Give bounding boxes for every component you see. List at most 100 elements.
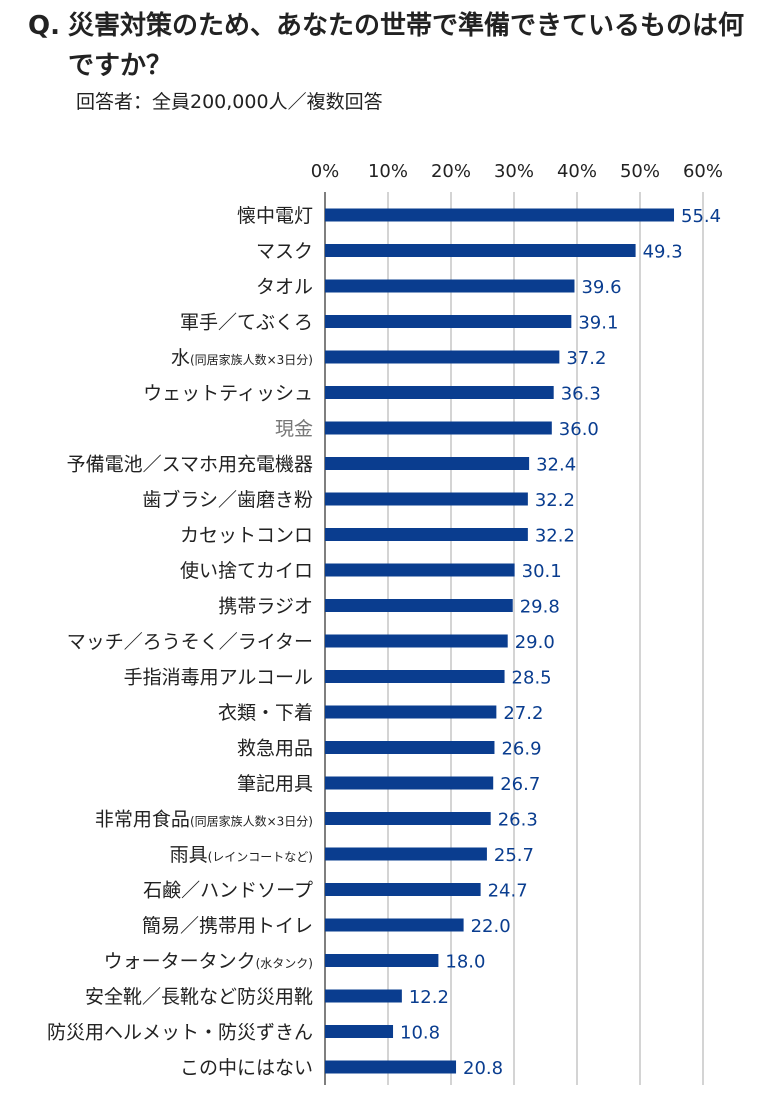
bar — [325, 599, 513, 612]
category-label-main: 石鹸／ハンドソープ — [143, 880, 313, 902]
bar — [325, 1025, 394, 1038]
category-label-note: (同居家族人数×3日分) — [190, 352, 313, 367]
category-label-main: 歯ブラシ／歯磨き粉 — [142, 488, 313, 511]
category-label-main: 筆記用具 — [237, 773, 313, 795]
bar — [325, 492, 528, 506]
category-label: ウェットティッシュ — [143, 383, 313, 405]
category-label: 使い捨てカイロ — [180, 560, 313, 582]
category-label: 安全靴／長靴など防災用靴 — [85, 986, 313, 1008]
category-label: この中にはない — [180, 1057, 313, 1079]
category-label: 衣類・下着 — [218, 702, 313, 724]
value-label: 26.3 — [498, 810, 538, 831]
value-label: 39.6 — [581, 277, 621, 298]
bar — [325, 457, 530, 470]
bar — [325, 421, 552, 435]
bar — [325, 1060, 457, 1074]
bar — [325, 954, 439, 967]
category-label: 予備電池／スマホ用充電機器 — [67, 454, 313, 476]
bar — [325, 670, 505, 683]
category-label-main: 防災用ヘルメット・防災ずきん — [47, 1022, 313, 1044]
bar — [325, 741, 495, 754]
category-label: 水(同居家族人数×3日分) — [171, 347, 313, 369]
value-label: 22.0 — [471, 916, 511, 937]
category-label: 懐中電灯 — [237, 205, 313, 227]
category-label-main: この中にはない — [180, 1057, 313, 1079]
value-label: 32.2 — [535, 526, 575, 547]
x-tick-label: 30% — [494, 161, 534, 182]
category-label-main: 手指消毒用アルコール — [124, 667, 313, 689]
x-tick-label: 50% — [620, 161, 660, 182]
category-label-main: 使い捨てカイロ — [180, 560, 313, 582]
category-label: ウォータータンク(水タンク) — [104, 951, 313, 973]
value-label: 36.3 — [561, 384, 601, 405]
bar — [325, 883, 481, 896]
category-label: タオル — [256, 276, 313, 298]
category-label-main: ウォータータンク — [104, 951, 256, 973]
category-label-main: 衣類・下着 — [218, 702, 313, 724]
category-label-main: 雨具 — [170, 844, 208, 866]
bar — [325, 776, 494, 790]
category-label-main: 簡易／携帯用トイレ — [142, 915, 313, 937]
value-label: 27.2 — [503, 703, 543, 724]
bar — [325, 634, 508, 648]
category-label: 簡易／携帯用トイレ — [142, 915, 313, 937]
category-label: 筆記用具 — [237, 773, 313, 795]
value-label: 28.5 — [512, 668, 552, 689]
category-label: マッチ／ろうそく／ライター — [67, 631, 313, 653]
category-label-note: (水タンク) — [256, 957, 313, 971]
category-label: マスク — [256, 241, 313, 263]
category-label: カセットコンロ — [180, 525, 313, 547]
bar — [325, 208, 675, 222]
category-label-main: マッチ／ろうそく／ライター — [67, 631, 313, 653]
category-label: 非常用食品(同居家族人数×3日分) — [95, 809, 313, 831]
bar — [325, 847, 487, 861]
value-label: 49.3 — [643, 242, 683, 263]
value-label: 32.4 — [536, 455, 576, 476]
value-label: 26.7 — [500, 774, 540, 795]
category-label: 歯ブラシ／歯磨き粉 — [142, 488, 313, 511]
value-label: 20.8 — [463, 1058, 503, 1079]
value-label: 39.1 — [578, 313, 618, 334]
bar — [325, 386, 554, 399]
category-label-main: ウェットティッシュ — [143, 383, 313, 405]
category-label-main: マスク — [256, 241, 313, 263]
category-label-main: 水 — [171, 347, 190, 369]
category-label: 手指消毒用アルコール — [124, 667, 313, 689]
category-label-main: タオル — [256, 276, 313, 298]
bar — [325, 812, 491, 825]
value-label: 10.8 — [400, 1023, 440, 1044]
category-label: 防災用ヘルメット・防災ずきん — [47, 1022, 313, 1044]
category-label-note: (レインコートなど) — [208, 850, 313, 864]
category-label-main: 救急用品 — [237, 738, 313, 760]
bar — [325, 705, 497, 719]
value-label: 24.7 — [488, 881, 528, 902]
category-label: 携帯ラジオ — [218, 596, 313, 618]
category-label-main: 携帯ラジオ — [218, 596, 313, 618]
value-label: 37.2 — [566, 348, 606, 369]
bar — [325, 989, 402, 1003]
question-title: 災害対策のため、あなたの世帯で準備できているものは何ですか？ — [68, 11, 745, 81]
category-label-main: 懐中電灯 — [237, 205, 313, 227]
category-label-main: 軍手／てぶくろ — [180, 312, 313, 334]
value-label: 18.0 — [445, 952, 485, 973]
category-label-note: (同居家族人数×3日分) — [190, 814, 313, 829]
x-tick-label: 60% — [683, 161, 723, 182]
category-label: 石鹸／ハンドソープ — [143, 880, 313, 902]
value-label: 55.4 — [681, 206, 721, 227]
category-label: 現金 — [275, 418, 313, 440]
question-prefix: Q. — [28, 11, 60, 41]
value-label: 36.0 — [559, 419, 599, 440]
category-label-main: 予備電池／スマホ用充電機器 — [67, 454, 313, 476]
category-label: 救急用品 — [237, 738, 313, 760]
x-tick-label: 10% — [368, 161, 408, 182]
category-label-main: 安全靴／長靴など防災用靴 — [85, 986, 313, 1008]
bar — [325, 315, 572, 328]
bar — [325, 279, 575, 293]
value-label: 30.1 — [522, 561, 562, 582]
value-label: 12.2 — [409, 987, 449, 1008]
bar — [325, 350, 560, 364]
bar — [325, 563, 515, 577]
bar — [325, 244, 636, 257]
x-tick-label: 40% — [557, 161, 597, 182]
